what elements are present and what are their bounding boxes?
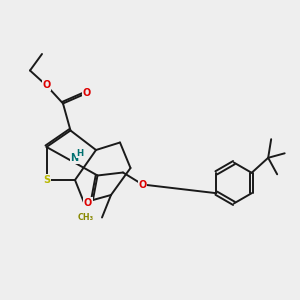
Text: O: O (83, 88, 91, 98)
Text: O: O (83, 197, 92, 208)
Text: O: O (138, 179, 147, 190)
Text: CH₃: CH₃ (77, 213, 94, 222)
Text: N: N (70, 153, 79, 164)
Text: S: S (43, 175, 50, 185)
Text: O: O (42, 80, 51, 91)
Text: H: H (76, 148, 84, 158)
